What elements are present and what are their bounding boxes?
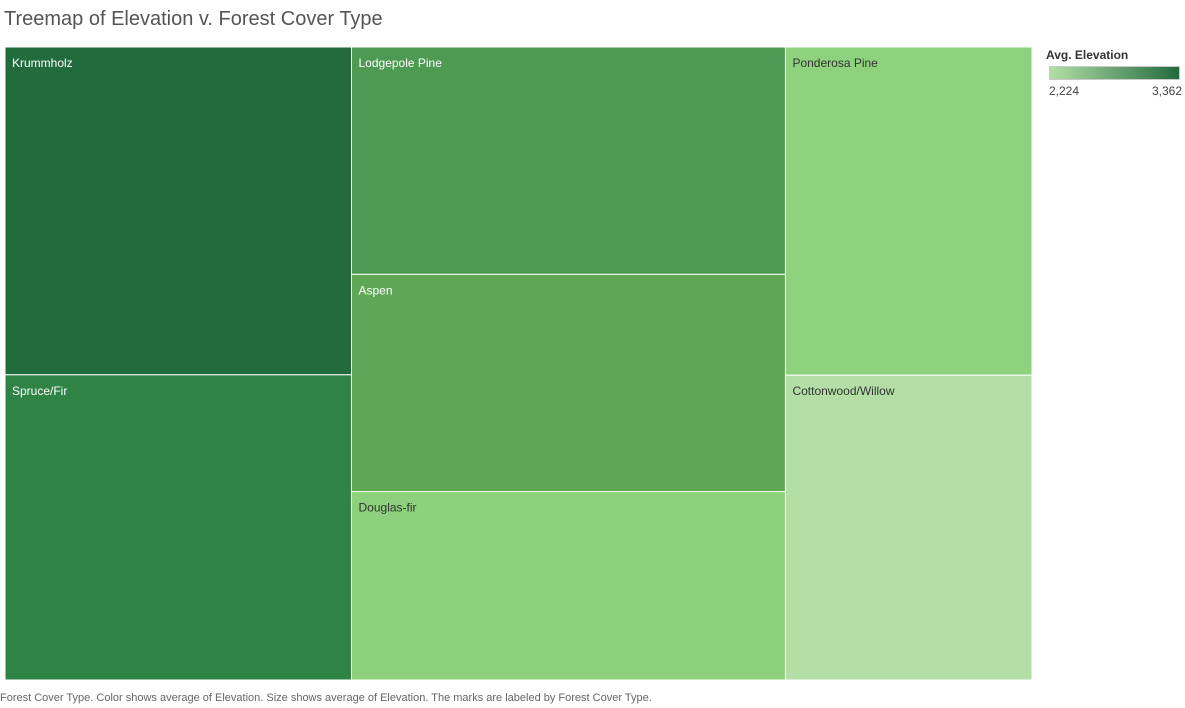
treemap-label-cottonwood-willow: Cottonwood/Willow bbox=[792, 384, 894, 398]
treemap-rect-spruce-fir[interactable] bbox=[5, 374, 353, 680]
treemap-label-krummholz: Krummholz bbox=[12, 56, 73, 70]
treemap-label-aspen: Aspen bbox=[359, 283, 393, 297]
legend-max-label: 3,362 bbox=[1151, 84, 1182, 98]
legend-min-label: 2,224 bbox=[1049, 84, 1080, 98]
chart-title: Treemap of Elevation v. Forest Cover Typ… bbox=[4, 8, 383, 30]
treemap-rect-aspen[interactable] bbox=[351, 273, 786, 493]
treemap-label-ponderosa-pine: Ponderosa Pine bbox=[792, 56, 878, 70]
treemap-label-spruce-fir: Spruce/Fir bbox=[12, 384, 67, 398]
legend-gradient-bar bbox=[1049, 66, 1180, 80]
treemap-cell-krummholz[interactable]: Krummholz bbox=[5, 47, 353, 376]
legend-title: Avg. Elevation bbox=[1046, 48, 1129, 62]
chart-caption: Forest Cover Type. Color shows average o… bbox=[0, 692, 652, 704]
treemap-cell-douglas-fir[interactable]: Douglas-fir bbox=[351, 491, 786, 680]
treemap: Krummholz Spruce/Fir Lodgepole Pine Aspen Do… bbox=[5, 47, 1032, 680]
treemap-rect-ponderosa-pine[interactable] bbox=[784, 47, 1032, 376]
treemap-rect-lodgepole-pine[interactable] bbox=[351, 47, 786, 275]
treemap-cell-spruce-fir[interactable]: Spruce/Fir bbox=[5, 374, 353, 680]
treemap-cell-aspen[interactable]: Aspen bbox=[351, 273, 786, 493]
color-legend: Avg. Elevation 2,224 3,362 bbox=[1046, 48, 1182, 98]
treemap-rect-krummholz[interactable] bbox=[5, 47, 353, 376]
treemap-cell-lodgepole-pine[interactable]: Lodgepole Pine bbox=[351, 47, 786, 275]
treemap-rect-cottonwood-willow[interactable] bbox=[784, 374, 1032, 680]
treemap-svg: Krummholz Spruce/Fir Lodgepole Pine Aspen Do… bbox=[5, 47, 1032, 680]
treemap-cell-ponderosa-pine[interactable]: Ponderosa Pine bbox=[784, 47, 1032, 376]
treemap-rect-douglas-fir[interactable] bbox=[351, 491, 786, 680]
legend-ticks: 2,224 3,362 bbox=[1046, 84, 1182, 98]
treemap-label-lodgepole-pine: Lodgepole Pine bbox=[359, 56, 443, 70]
treemap-cell-cottonwood-willow[interactable]: Cottonwood/Willow bbox=[784, 374, 1032, 680]
treemap-label-douglas-fir: Douglas-fir bbox=[359, 501, 417, 515]
